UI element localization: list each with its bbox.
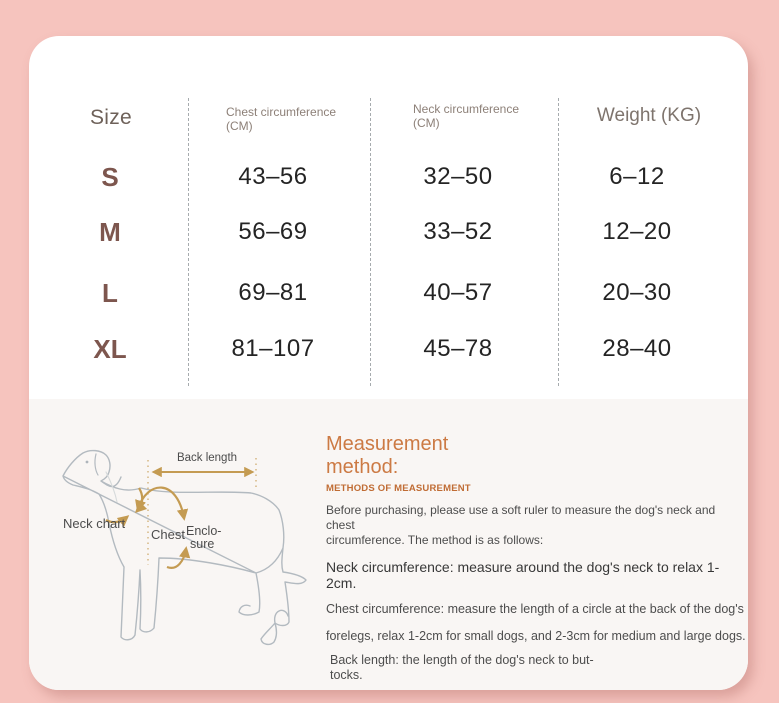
- chest-instruction-line2: forelegs, relax 1-2cm for small dogs, an…: [326, 629, 746, 643]
- measurement-method-section: Measurement method: METHODS OF MEASUREME…: [326, 433, 746, 683]
- chest-instruction: Chest circumference: measure the length …: [326, 596, 746, 650]
- column-divider: [370, 98, 371, 386]
- size-cell: XL: [93, 334, 127, 364]
- title-line2: method:: [326, 456, 399, 478]
- weight-column-header: Weight (KG): [596, 105, 702, 126]
- weight-cell: 20–30: [602, 279, 672, 306]
- neck-header-line1: Neck circumference: [413, 102, 520, 116]
- neck-cell: 45–78: [423, 335, 493, 362]
- chest-header-line2: (CM): [226, 119, 253, 133]
- back-length-arrow: [147, 458, 257, 565]
- neck-chart-label: Neck chart: [63, 516, 126, 531]
- chest-column-header: Chest circumference (CM): [226, 105, 336, 133]
- size-cell: L: [102, 278, 118, 308]
- neck-cell: 32–50: [423, 163, 493, 190]
- back-instruction-line1: Back length: the length of the dog's nec…: [330, 653, 594, 667]
- enclosure-label-line2: sure: [190, 537, 215, 551]
- measurement-method-title: Measurement method:: [326, 433, 746, 479]
- intro-paragraph: Before purchasing, please use a soft rul…: [326, 503, 746, 548]
- chest-cell: 81–107: [231, 335, 315, 362]
- dog-eye: [85, 460, 89, 464]
- dog-measurement-diagram: [62, 449, 307, 646]
- enclosure-label-line1: Enclo-: [186, 524, 222, 538]
- chest-cell: 56–69: [238, 218, 308, 245]
- table-row: S 43–56 32–50 6–12: [29, 159, 748, 195]
- table-row: XL 81–107 45–78 28–40: [29, 331, 748, 367]
- intro-line1: Before purchasing, please use a soft rul…: [326, 503, 716, 532]
- chest-label: Chest: [151, 527, 185, 542]
- chest-girth-arrow: [135, 486, 191, 569]
- size-cell: S: [101, 162, 119, 192]
- neck-instruction: Neck circumference: measure around the d…: [326, 559, 720, 591]
- size-cell: M: [99, 217, 121, 247]
- enclosure-label: Enclo- sure: [186, 525, 221, 551]
- size-chart-card: Size Chest circumference (CM) Neck circu…: [29, 36, 748, 690]
- dog-outline-icon: [62, 449, 307, 646]
- back-length-label: Back length: [176, 452, 238, 464]
- neck-cell: 33–52: [423, 218, 493, 245]
- weight-cell: 12–20: [602, 218, 672, 245]
- intro-line2: circumference. The method is as follows:: [326, 533, 544, 547]
- chest-header-line1: Chest circumference: [226, 105, 337, 119]
- column-divider: [188, 98, 189, 386]
- neck-header-line2: (CM): [413, 116, 440, 130]
- table-row: M 56–69 33–52 12–20: [29, 214, 748, 250]
- measurement-method-subtitle: METHODS OF MEASUREMENT: [326, 483, 471, 494]
- chest-cell: 69–81: [238, 279, 308, 306]
- title-line1: Measurement: [326, 433, 449, 455]
- neck-column-header: Neck circumference (CM): [413, 102, 519, 130]
- weight-cell: 28–40: [602, 335, 672, 362]
- weight-cell: 6–12: [609, 163, 665, 190]
- table-row: L 69–81 40–57 20–30: [29, 275, 748, 311]
- neck-cell: 40–57: [423, 279, 493, 306]
- chest-instruction-line1: Chest circumference: measure the length …: [326, 602, 744, 616]
- measurement-section-background: [29, 399, 748, 690]
- size-column-header: Size: [89, 106, 133, 129]
- column-divider: [558, 98, 559, 386]
- back-length-instruction: Back length: the length of the dog's nec…: [326, 653, 746, 683]
- chest-cell: 43–56: [238, 163, 308, 190]
- back-instruction-line2: tocks.: [330, 668, 363, 682]
